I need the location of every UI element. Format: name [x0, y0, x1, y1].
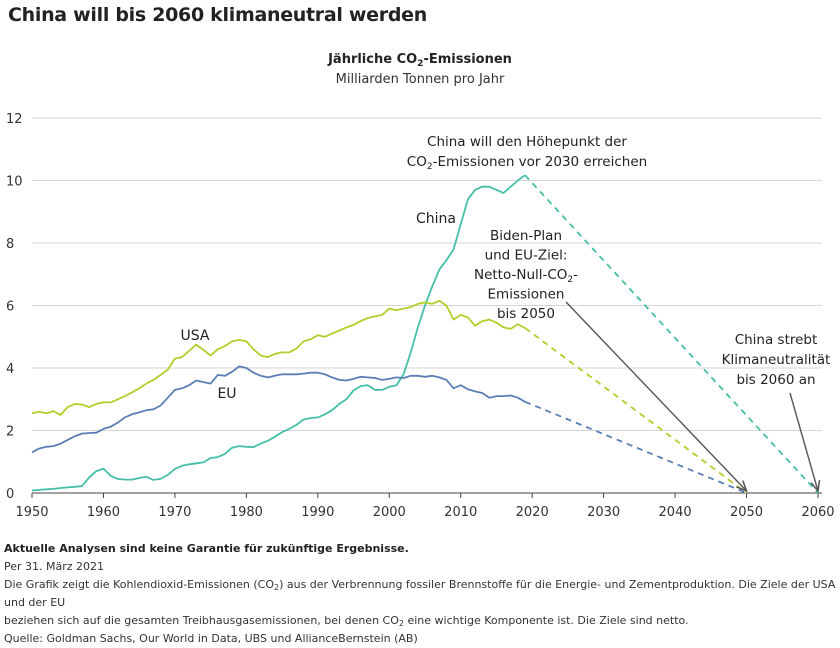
x-tick-label: 1980: [230, 505, 263, 520]
chart-title: Jährliche CO2-Emissionen: [327, 52, 512, 69]
series-line-china: [31, 174, 526, 492]
footer: Aktuelle Analysen sind keine Garantie fü…: [4, 540, 836, 648]
series-line-eu: [31, 365, 526, 454]
date-text: Per 31. März 2021: [4, 560, 105, 573]
x-tick-label: 2030: [587, 505, 620, 520]
arrow-biden-plan: [565, 301, 747, 491]
x-tick-label: 2050: [730, 505, 763, 520]
x-tick-label: 1950: [15, 505, 48, 520]
x-tick-label: 2010: [444, 505, 477, 520]
y-tick-label: 4: [6, 362, 14, 377]
emissions-chart: Jährliche CO2-Emissionen Milliarden Tonne…: [6, 52, 835, 520]
note-text-continued: beziehen sich auf die gesamten Treibhaus…: [4, 614, 689, 628]
series-label-china: China: [416, 211, 456, 227]
note-text: Die Grafik zeigt die Kohlendioxid-Emissi…: [4, 578, 836, 609]
source-text: Quelle: Goldman Sachs, Our World in Data…: [4, 632, 418, 645]
arrow-china-neutral: [789, 392, 818, 491]
x-tick-label: 2000: [373, 505, 406, 520]
disclaimer-text: Aktuelle Analysen sind keine Garantie fü…: [4, 542, 409, 555]
projection-line-usa: [524, 327, 748, 494]
series-label-eu: EU: [217, 386, 236, 402]
annotation-china-neutral: China strebt Klimaneutralität bis 2060 an: [722, 332, 831, 388]
x-tick-label: 1960: [87, 505, 120, 520]
projection-line-eu: [524, 400, 747, 494]
page-title: China will bis 2060 klimaneutral werden: [8, 4, 427, 26]
series-label-usa: USA: [181, 328, 210, 344]
x-tick-label: 1970: [158, 505, 191, 520]
chart-subtitle: Milliarden Tonnen pro Jahr: [336, 72, 505, 87]
y-tick-label: 10: [6, 175, 23, 190]
x-tick-label: 1990: [301, 505, 334, 520]
x-tick-label: 2060: [801, 505, 834, 520]
x-tick-label: 2040: [659, 505, 692, 520]
y-tick-label: 8: [6, 237, 14, 252]
x-tick-label: 2020: [516, 505, 549, 520]
annotation-china-peak: China will den Höhepunkt der CO2-Emission…: [407, 134, 647, 172]
y-tick-label: 6: [6, 300, 14, 315]
annotation-biden-plan: Biden-Plan und EU-Ziel: Netto-Null-CO2-Emi…: [474, 228, 578, 322]
y-tick-label: 2: [6, 425, 14, 440]
y-tick-label: 12: [6, 112, 23, 127]
y-tick-label: 0: [6, 487, 14, 502]
series-line-usa: [31, 299, 526, 416]
